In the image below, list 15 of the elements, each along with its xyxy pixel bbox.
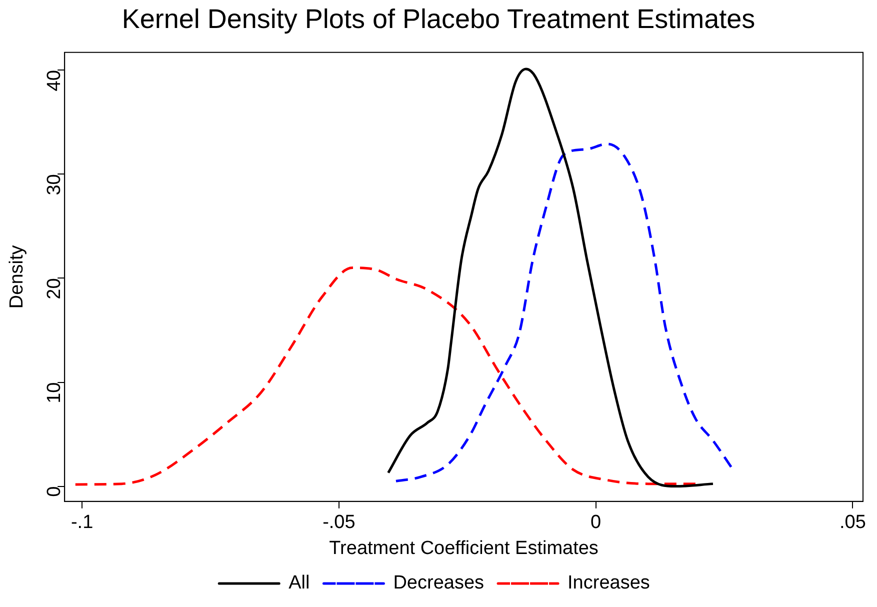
y-tick-label: 40 [44, 70, 65, 92]
x-axis-title: Treatment Coefficient Estimates [329, 538, 598, 559]
x-tick-label: -.1 [70, 512, 94, 534]
y-tick-label: 30 [44, 174, 65, 196]
x-tick-label: 0 [590, 512, 602, 534]
x-tick-label: .05 [840, 512, 866, 534]
chart-title: Kernel Density Plots of Placebo Treatment Estimates [120, 4, 756, 36]
y-tick-label: 10 [44, 382, 65, 404]
y-tick-label: 20 [44, 278, 65, 300]
y-tick-label: 0 [44, 486, 65, 497]
legend-label: Increases [568, 572, 650, 594]
x-tick-label: -.05 [322, 512, 356, 534]
legend-label: All [288, 572, 310, 594]
legend-label: Decreases [393, 572, 484, 594]
y-axis-title: Density [6, 244, 28, 309]
